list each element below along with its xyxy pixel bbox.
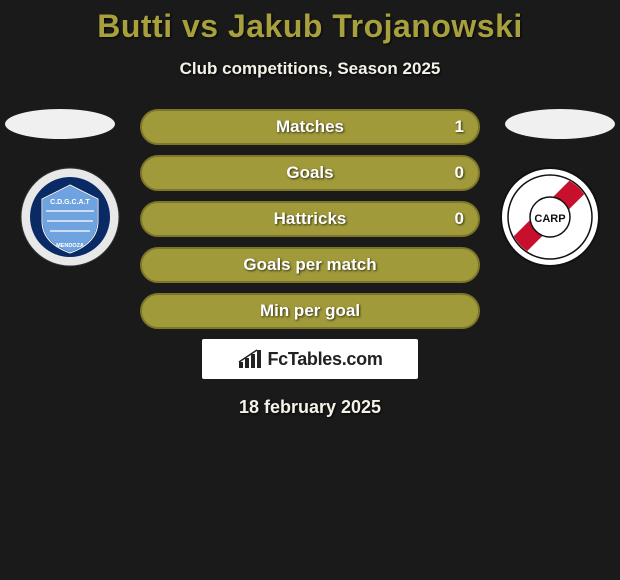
bars-icon — [237, 348, 263, 370]
club-crest-right: CARP — [500, 167, 600, 267]
stat-row-goals: Goals 0 — [140, 155, 480, 191]
stat-label: Goals — [286, 163, 333, 183]
player-photo-right — [505, 109, 615, 139]
stat-row-hattricks: Hattricks 0 — [140, 201, 480, 237]
stat-row-min-per-goal: Min per goal — [140, 293, 480, 329]
stat-label: Goals per match — [243, 255, 376, 275]
subtitle: Club competitions, Season 2025 — [0, 59, 620, 79]
stat-label: Matches — [276, 117, 344, 137]
page-title: Butti vs Jakub Trojanowski — [0, 0, 620, 45]
club-crest-left: C.D.G.C.A.T MENDOZA — [20, 167, 120, 267]
content: C.D.G.C.A.T MENDOZA CARP Matches 1 Goals — [0, 109, 620, 418]
player-photo-left — [5, 109, 115, 139]
stat-right-value: 0 — [455, 209, 464, 229]
stat-label: Hattricks — [274, 209, 347, 229]
stat-row-goals-per-match: Goals per match — [140, 247, 480, 283]
stat-label: Min per goal — [260, 301, 360, 321]
stats-list: Matches 1 Goals 0 Hattricks 0 Goals per … — [140, 109, 480, 329]
svg-text:CARP: CARP — [534, 213, 565, 225]
svg-text:MENDOZA: MENDOZA — [56, 243, 84, 249]
stat-right-value: 0 — [455, 163, 464, 183]
brand-logo: FcTables.com — [202, 339, 418, 379]
date-label: 18 february 2025 — [0, 397, 620, 418]
svg-text:C.D.G.C.A.T: C.D.G.C.A.T — [50, 199, 90, 206]
stat-row-matches: Matches 1 — [140, 109, 480, 145]
stat-right-value: 1 — [455, 117, 464, 137]
brand-name: FcTables.com — [267, 349, 382, 370]
